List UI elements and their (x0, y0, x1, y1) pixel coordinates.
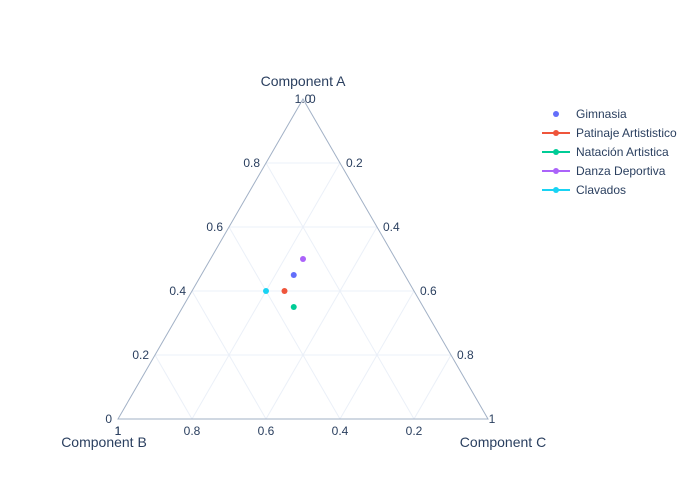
axis-title-a: Component A (261, 73, 346, 89)
tick-label-a: 1.0 (295, 92, 312, 106)
tick-label-c: 1 (489, 412, 496, 426)
tick-label-b: 1 (115, 424, 122, 438)
tick-label-a: 0.2 (132, 348, 149, 362)
legend-marker (553, 168, 559, 174)
grid-line-c (413, 354, 452, 420)
grid-line-b (191, 290, 267, 420)
legend-marker (553, 130, 559, 136)
tick-label-b: 0.6 (258, 424, 275, 438)
data-point[interactable] (290, 272, 297, 278)
axis-titles: Component A Component B Component C (61, 73, 546, 450)
grid-lines (154, 162, 452, 420)
tick-label-a: 0 (105, 412, 112, 426)
data-point[interactable] (263, 288, 269, 294)
axis-title-b: Component B (61, 434, 147, 450)
legend-marker (553, 187, 559, 193)
tick-label-c: 0.2 (346, 156, 363, 170)
legend-label: Clavados (576, 183, 626, 197)
grid-line-b (228, 226, 341, 420)
legend-item[interactable]: Clavados (542, 183, 626, 197)
legend-item[interactable]: Danza Deportiva (542, 164, 666, 178)
tick-labels: 00.20.40.60.81.00.20.40.60.8100.20.40.60… (105, 92, 495, 438)
legend-label: Patinaje Artististico (576, 126, 677, 140)
data-point[interactable] (290, 304, 297, 310)
legend-item[interactable]: Natación Artistica (542, 145, 669, 159)
legend: Gimnasia Patinaje Artististico Natación Ar… (542, 107, 677, 197)
tick-label-a: 0.6 (206, 220, 223, 234)
legend-item[interactable]: Gimnasia (553, 107, 627, 121)
tick-label-b: 0.4 (332, 424, 349, 438)
grid-line-b (154, 354, 193, 420)
legend-label: Gimnasia (576, 107, 627, 121)
legend-marker (553, 149, 559, 155)
tick-label-c: 0.4 (383, 220, 400, 234)
triangle-frame (117, 98, 489, 420)
data-points (263, 256, 306, 310)
axis-title-c: Component C (460, 434, 546, 450)
tick-label-c: 0.6 (420, 284, 437, 298)
tick-label-b: 0.2 (406, 424, 423, 438)
legend-label: Danza Deportiva (576, 164, 666, 178)
legend-label: Natación Artistica (576, 145, 669, 159)
tick-label-b: 0.8 (184, 424, 201, 438)
tick-label-b: 1 (115, 424, 122, 438)
legend-item[interactable]: Patinaje Artististico (542, 126, 677, 140)
grid-line-c (265, 226, 378, 420)
triangle-outline (117, 98, 489, 420)
tick-label-c: 0.8 (457, 348, 474, 362)
tick-label-a: 0.8 (243, 156, 260, 170)
grid-line-c (339, 290, 415, 420)
data-point[interactable] (281, 288, 288, 294)
tick-label-c: 0 (309, 92, 316, 106)
legend-marker (553, 111, 559, 117)
tick-label-a: 0.4 (169, 284, 186, 298)
data-point[interactable] (300, 256, 306, 262)
